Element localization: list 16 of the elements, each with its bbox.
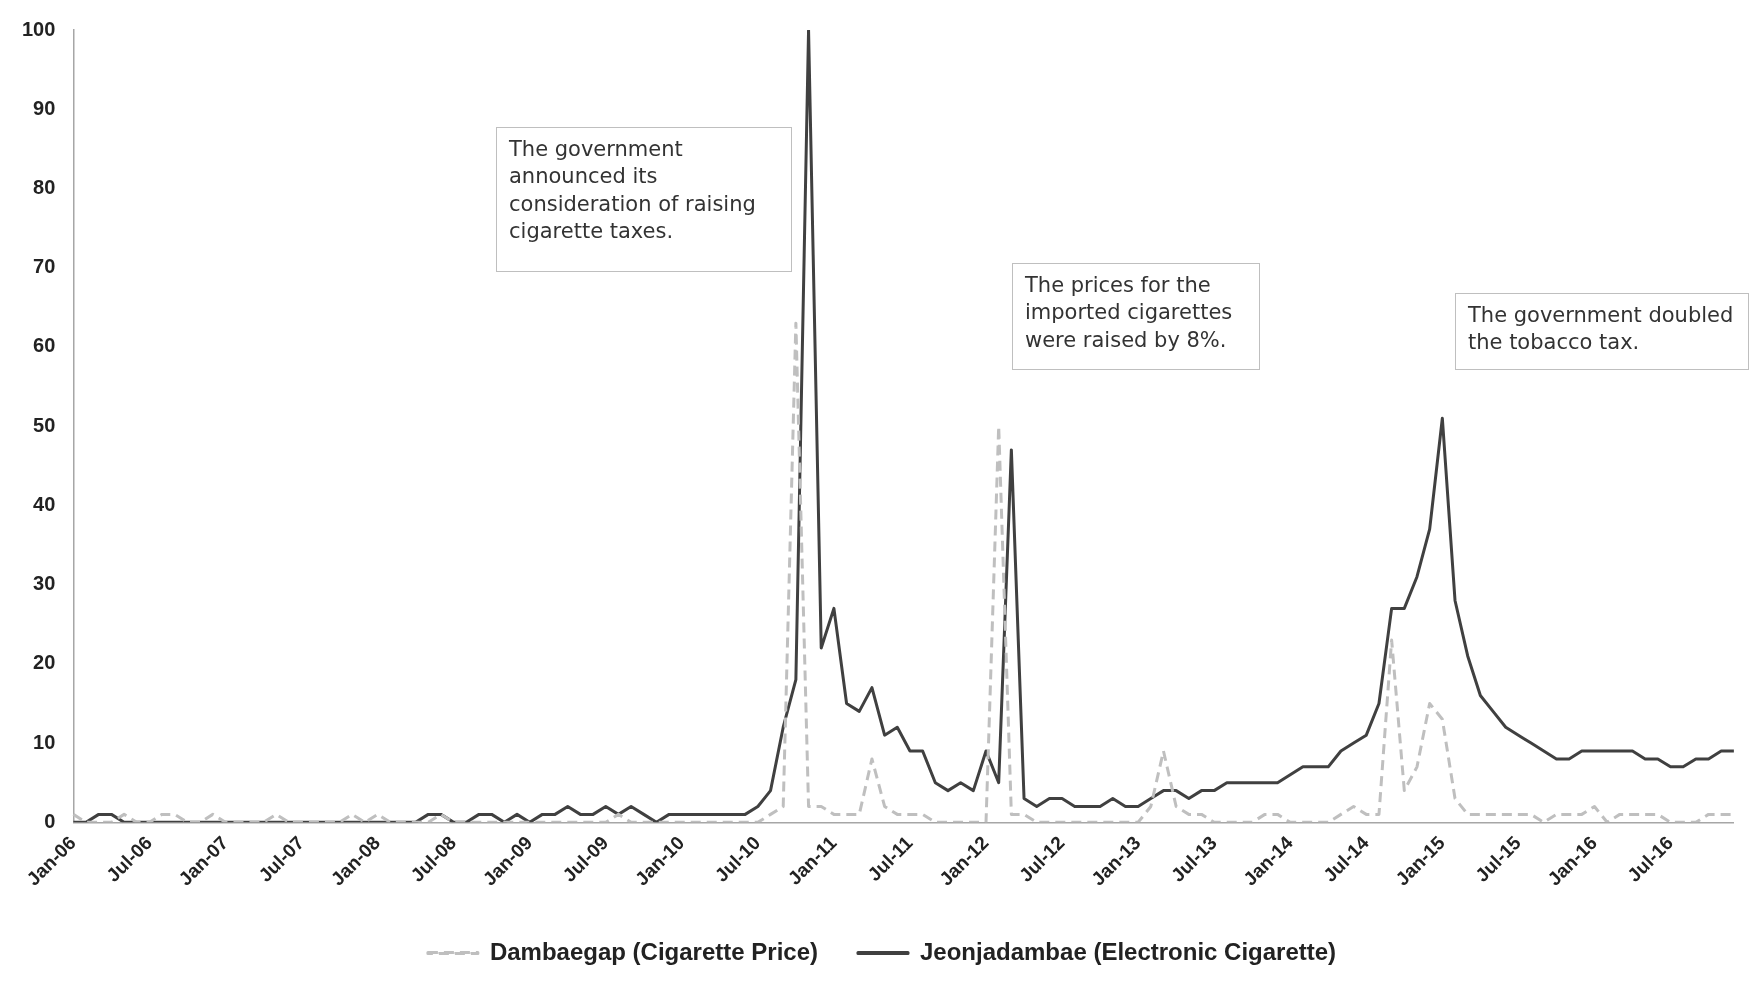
- annotation: The prices for the imported cigarettes were raised by 8%.: [1012, 263, 1260, 370]
- y-tick-label: 90: [33, 96, 56, 119]
- annotation: The government doubled the tobacco tax.: [1455, 293, 1749, 370]
- y-tick-label: 50: [33, 413, 56, 436]
- legend-label: Dambaegap (Cigarette Price): [489, 937, 818, 965]
- y-tick-label: 100: [21, 17, 56, 40]
- y-tick-label: 60: [33, 334, 56, 357]
- y-tick-label: 80: [33, 175, 56, 198]
- y-tick-label: 70: [33, 255, 56, 278]
- y-tick-label: 30: [33, 572, 56, 595]
- y-tick-label: 0: [44, 809, 56, 832]
- legend-label: Jeonjadambae (Electronic Cigarette): [919, 937, 1337, 965]
- annotation: The government announced its consideration of raising cigarette taxes.: [496, 127, 792, 272]
- y-tick-label: 10: [33, 730, 56, 753]
- y-tick-label: 20: [33, 651, 56, 674]
- y-tick-label: 40: [33, 492, 56, 515]
